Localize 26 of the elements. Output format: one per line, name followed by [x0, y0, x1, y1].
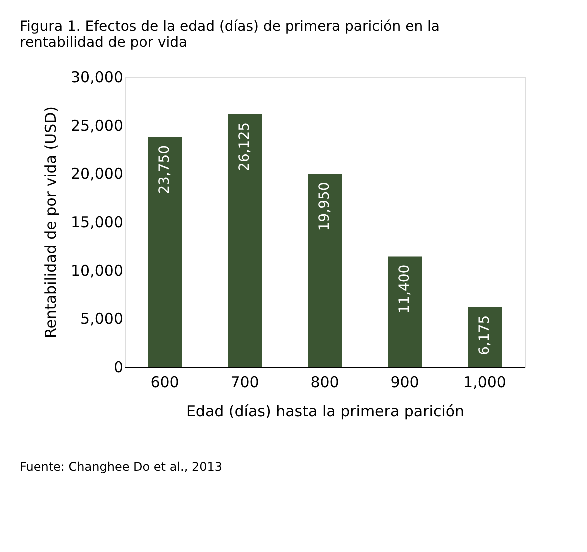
chart-title: Figura 1. Efectos de la edad (días) de primera parición en la rentabilidad de por vida — [20, 19, 440, 51]
x-tick-label: 600 — [150, 374, 180, 392]
y-tick-label: 30,000 — [71, 68, 124, 86]
data-label: 23,750 — [157, 145, 173, 194]
data-label: 11,400 — [397, 264, 413, 314]
y-tick-label: 25,000 — [71, 116, 124, 135]
bar — [468, 307, 502, 367]
y-tick-label: 10,000 — [71, 262, 124, 280]
bar — [148, 137, 182, 367]
bar — [388, 256, 422, 367]
x-tick-label: 1,000 — [464, 374, 506, 392]
data-label: 6,175 — [477, 315, 493, 356]
y-tick-label: 5,000 — [80, 310, 124, 328]
x-tick-label: 700 — [230, 374, 260, 392]
x-tick-label: 900 — [390, 374, 420, 392]
source-note: Fuente: Changhee Do et al., 2013 — [20, 460, 222, 474]
y-axis-title: Rentabilidad de por vida (USD) — [42, 106, 60, 339]
bar — [308, 174, 342, 367]
data-label: 19,950 — [317, 182, 333, 232]
x-tick-label: 800 — [310, 374, 340, 392]
y-tick-label: 20,000 — [71, 165, 124, 184]
y-tick-label: 0 — [114, 358, 124, 376]
bar — [228, 114, 262, 367]
data-label: 26,125 — [237, 122, 253, 172]
x-axis-title: Edad (días) hasta la primera parición — [186, 402, 465, 420]
y-tick-label: 15,000 — [71, 214, 124, 232]
